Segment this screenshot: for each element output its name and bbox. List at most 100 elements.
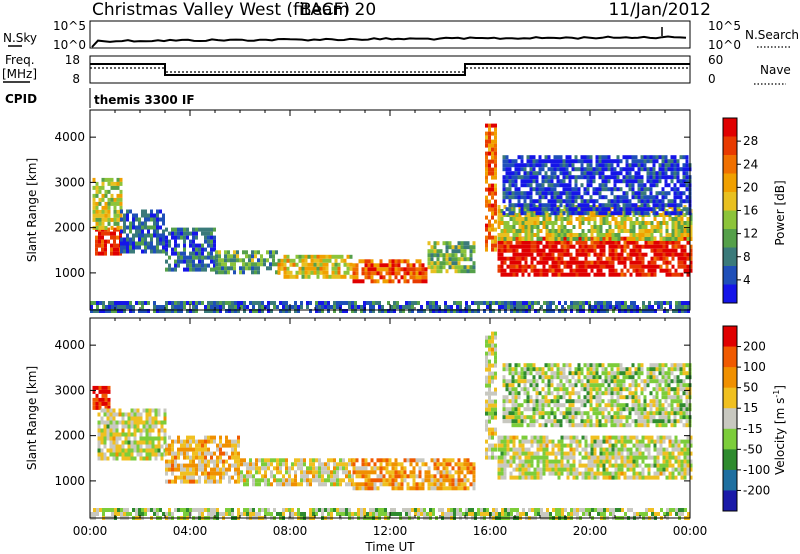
heatmap-cell-velocity-7	[508, 399, 512, 404]
heatmap-cell-power-3	[198, 263, 201, 268]
heatmap-cell-velocity-6	[560, 467, 564, 472]
heatmap-cell-power-11	[655, 171, 659, 176]
heatmap-cell-power-10	[587, 229, 591, 233]
heatmap-cell-power-10	[596, 233, 600, 237]
heatmap-cell-power-0	[116, 251, 119, 256]
heatmap-cell-velocity-2	[210, 459, 213, 464]
heatmap-cell-power-1	[107, 213, 111, 218]
heatmap-cell-power-4	[218, 262, 221, 267]
heatmap-cell-velocity-1	[148, 408, 152, 413]
heatmap-cell-power-11	[601, 179, 605, 184]
heatmap-cell-velocity-6	[614, 443, 618, 448]
heatmap-cell-velocity-3	[321, 466, 324, 471]
heatmap-cell-power-7	[445, 245, 449, 250]
heatmap-cell-velocity-3	[261, 458, 264, 463]
heatmap-cell-power-9	[644, 252, 648, 257]
heatmap-cell-velocity-0	[104, 389, 108, 394]
heatmap-cell-power-7	[433, 269, 437, 274]
heatmap-cell-power-9	[683, 244, 687, 249]
heatmap-cell-velocity-6	[551, 463, 555, 468]
heatmap-cell-power-9	[521, 272, 525, 277]
heatmap-cell-power-12	[654, 309, 657, 313]
heatmap-cell-power-12	[387, 301, 390, 305]
heatmap-cell-power-11	[547, 175, 551, 180]
heatmap-cell-power-1	[119, 225, 123, 230]
heatmap-cell-power-11	[607, 203, 611, 208]
heatmap-cell-velocity-6	[512, 439, 516, 444]
heatmap-cell-power-9	[575, 268, 579, 273]
heatmap-cell-velocity-7	[511, 411, 515, 416]
heatmap-cell-velocity-6	[572, 463, 576, 468]
heatmap-cell-power-5	[286, 270, 290, 275]
heatmap-cell-power-11	[574, 191, 578, 196]
heatmap-cell-power-7	[466, 265, 470, 270]
heatmap-cell-velocity-4	[355, 458, 359, 463]
heatmap-cell-velocity-4	[370, 486, 374, 491]
heatmap-cell-power-12	[333, 305, 336, 309]
heatmap-cell-power-8	[485, 131, 488, 136]
heatmap-cell-power-12	[216, 301, 219, 305]
heatmap-cell-power-12	[525, 301, 528, 305]
heatmap-cell-power-12	[378, 301, 381, 305]
heatmap-cell-power-11	[532, 159, 536, 164]
heatmap-cell-power-10	[539, 237, 543, 241]
heatmap-cell-velocity-6	[683, 475, 687, 480]
heatmap-cell-velocity-1	[151, 420, 155, 425]
heatmap-cell-velocity-2	[165, 467, 168, 472]
heatmap-cell-velocity-6	[632, 451, 636, 456]
heatmap-cell-power-11	[604, 183, 608, 188]
heatmap-cell-velocity-6	[656, 475, 660, 480]
heatmap-cell-velocity-4	[409, 462, 413, 467]
heatmap-cell-power-5	[331, 274, 335, 279]
heatmap-cell-velocity-1	[136, 408, 140, 413]
heatmap-cell-power-3	[183, 251, 186, 256]
heatmap-cell-power-12	[270, 301, 273, 305]
heatmap-cell-power-12	[336, 305, 339, 309]
heatmap-cell-velocity-3	[276, 458, 279, 463]
heatmap-cell-velocity-4	[463, 458, 467, 463]
heatmap-cell-power-4	[224, 254, 227, 259]
heatmap-cell-power-9	[662, 260, 666, 265]
heatmap-cell-velocity-7	[523, 391, 527, 396]
heatmap-cell-velocity-7	[511, 367, 515, 372]
heatmap-cell-power-5	[322, 266, 326, 271]
heatmap-cell-power-12	[357, 305, 360, 309]
heatmap-cell-power-6	[382, 279, 386, 284]
heatmap-cell-power-12	[429, 301, 432, 305]
heatmap-cell-power-10	[671, 225, 675, 229]
heatmap-cell-power-0	[116, 235, 119, 240]
heatmap-cell-power-11	[559, 191, 563, 196]
heatmap-cell-velocity-6	[635, 443, 639, 448]
heatmap-cell-velocity-2	[207, 451, 210, 456]
heatmap-cell-power-11	[610, 203, 614, 208]
heatmap-cell-velocity-6	[635, 447, 639, 452]
heatmap-cell-power-1	[110, 197, 114, 202]
heatmap-cell-power-7	[463, 265, 467, 270]
heatmap-cell-power-12	[609, 305, 612, 309]
heatmap-cell-power-8	[494, 127, 497, 132]
heatmap-cell-velocity-3	[276, 478, 279, 483]
heatmap-cell-velocity-6	[560, 463, 564, 468]
heatmap-cell-velocity-2	[171, 447, 174, 452]
heatmap-cell-power-6	[355, 275, 359, 280]
heatmap-cell-velocity-3	[291, 482, 294, 487]
heatmap-cell-power-0	[101, 247, 104, 252]
heatmap-cell-velocity-3	[330, 458, 333, 463]
heatmap-cell-velocity-5	[488, 391, 491, 396]
heatmap-cell-velocity-4	[373, 466, 377, 471]
heatmap-cell-velocity-4	[391, 478, 395, 483]
heatmap-cell-power-8	[494, 187, 497, 192]
heatmap-cell-power-1	[110, 193, 114, 198]
heatmap-cell-power-10	[521, 225, 525, 229]
heatmap-cell-power-10	[527, 237, 531, 241]
heatmap-cell-power-2	[153, 225, 156, 230]
heatmap-cell-power-11	[658, 203, 662, 208]
heatmap-cell-power-9	[644, 244, 648, 249]
heatmap-cell-power-11	[637, 183, 641, 188]
heatmap-cell-velocity-3	[318, 462, 321, 467]
heatmap-cell-power-9	[659, 268, 663, 273]
heatmap-cell-velocity-6	[551, 443, 555, 448]
heatmap-cell-power-12	[285, 305, 288, 309]
heatmap-cell-power-2	[135, 245, 138, 250]
heatmap-cell-velocity-1	[145, 428, 149, 433]
